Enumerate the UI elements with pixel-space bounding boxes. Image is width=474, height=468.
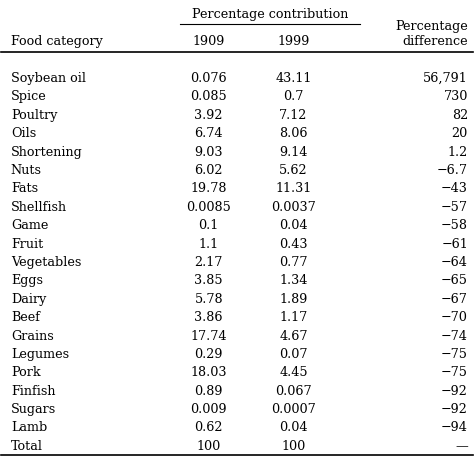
Text: −74: −74 — [441, 329, 468, 343]
Text: 0.04: 0.04 — [279, 219, 308, 232]
Text: 2.17: 2.17 — [194, 256, 223, 269]
Text: 0.07: 0.07 — [279, 348, 308, 361]
Text: −67: −67 — [441, 293, 468, 306]
Text: 19.78: 19.78 — [191, 183, 227, 196]
Text: 3.85: 3.85 — [194, 274, 223, 287]
Text: 4.67: 4.67 — [279, 329, 308, 343]
Text: 11.31: 11.31 — [275, 183, 312, 196]
Text: 1.89: 1.89 — [279, 293, 308, 306]
Text: 1.1: 1.1 — [199, 238, 219, 250]
Text: 0.29: 0.29 — [194, 348, 223, 361]
Text: 1999: 1999 — [277, 35, 310, 48]
Text: 0.0085: 0.0085 — [186, 201, 231, 214]
Text: −61: −61 — [441, 238, 468, 250]
Text: Shellfish: Shellfish — [11, 201, 67, 214]
Text: 9.03: 9.03 — [194, 146, 223, 159]
Text: 1909: 1909 — [192, 35, 225, 48]
Text: 5.78: 5.78 — [194, 293, 223, 306]
Text: 6.02: 6.02 — [194, 164, 223, 177]
Text: −65: −65 — [441, 274, 468, 287]
Text: 0.067: 0.067 — [275, 385, 312, 398]
Text: 3.92: 3.92 — [194, 109, 223, 122]
Text: −70: −70 — [441, 311, 468, 324]
Text: Fruit: Fruit — [11, 238, 43, 250]
Text: 0.009: 0.009 — [191, 403, 227, 416]
Text: Percentage
difference: Percentage difference — [395, 20, 468, 48]
Text: 20: 20 — [452, 127, 468, 140]
Text: 0.085: 0.085 — [191, 90, 227, 103]
Text: 0.076: 0.076 — [191, 72, 227, 85]
Text: Eggs: Eggs — [11, 274, 43, 287]
Text: 5.62: 5.62 — [279, 164, 308, 177]
Text: −58: −58 — [441, 219, 468, 232]
Text: 17.74: 17.74 — [191, 329, 227, 343]
Text: −94: −94 — [441, 422, 468, 434]
Text: 1.2: 1.2 — [447, 146, 468, 159]
Text: Shortening: Shortening — [11, 146, 82, 159]
Text: Food category: Food category — [11, 35, 103, 48]
Text: Soybean oil: Soybean oil — [11, 72, 86, 85]
Text: −57: −57 — [441, 201, 468, 214]
Text: Total: Total — [11, 440, 43, 453]
Text: Finfish: Finfish — [11, 385, 55, 398]
Text: 0.62: 0.62 — [194, 422, 223, 434]
Text: −43: −43 — [441, 183, 468, 196]
Text: 1.34: 1.34 — [279, 274, 308, 287]
Text: −75: −75 — [441, 366, 468, 379]
Text: Game: Game — [11, 219, 48, 232]
Text: 730: 730 — [444, 90, 468, 103]
Text: 8.06: 8.06 — [279, 127, 308, 140]
Text: 0.77: 0.77 — [279, 256, 308, 269]
Text: −64: −64 — [441, 256, 468, 269]
Text: 43.11: 43.11 — [275, 72, 312, 85]
Text: 7.12: 7.12 — [279, 109, 308, 122]
Text: 3.86: 3.86 — [194, 311, 223, 324]
Text: −6.7: −6.7 — [437, 164, 468, 177]
Text: 0.0007: 0.0007 — [271, 403, 316, 416]
Text: 0.04: 0.04 — [279, 422, 308, 434]
Text: 100: 100 — [282, 440, 306, 453]
Text: 82: 82 — [452, 109, 468, 122]
Text: 0.7: 0.7 — [283, 90, 304, 103]
Text: −75: −75 — [441, 348, 468, 361]
Text: Pork: Pork — [11, 366, 40, 379]
Text: Legumes: Legumes — [11, 348, 69, 361]
Text: 0.89: 0.89 — [194, 385, 223, 398]
Text: Grains: Grains — [11, 329, 54, 343]
Text: 4.45: 4.45 — [279, 366, 308, 379]
Text: 0.43: 0.43 — [279, 238, 308, 250]
Text: 0.1: 0.1 — [199, 219, 219, 232]
Text: 18.03: 18.03 — [191, 366, 227, 379]
Text: Fats: Fats — [11, 183, 38, 196]
Text: −92: −92 — [441, 403, 468, 416]
Text: 100: 100 — [197, 440, 221, 453]
Text: Sugars: Sugars — [11, 403, 56, 416]
Text: Nuts: Nuts — [11, 164, 42, 177]
Text: 9.14: 9.14 — [279, 146, 308, 159]
Text: Percentage contribution: Percentage contribution — [192, 8, 348, 21]
Text: Dairy: Dairy — [11, 293, 46, 306]
Text: −92: −92 — [441, 385, 468, 398]
Text: Lamb: Lamb — [11, 422, 47, 434]
Text: 56,791: 56,791 — [423, 72, 468, 85]
Text: Spice: Spice — [11, 90, 46, 103]
Text: 0.0037: 0.0037 — [271, 201, 316, 214]
Text: 6.74: 6.74 — [194, 127, 223, 140]
Text: Vegetables: Vegetables — [11, 256, 81, 269]
Text: Poultry: Poultry — [11, 109, 57, 122]
Text: —: — — [455, 440, 468, 453]
Text: Oils: Oils — [11, 127, 36, 140]
Text: Beef: Beef — [11, 311, 40, 324]
Text: 1.17: 1.17 — [279, 311, 308, 324]
